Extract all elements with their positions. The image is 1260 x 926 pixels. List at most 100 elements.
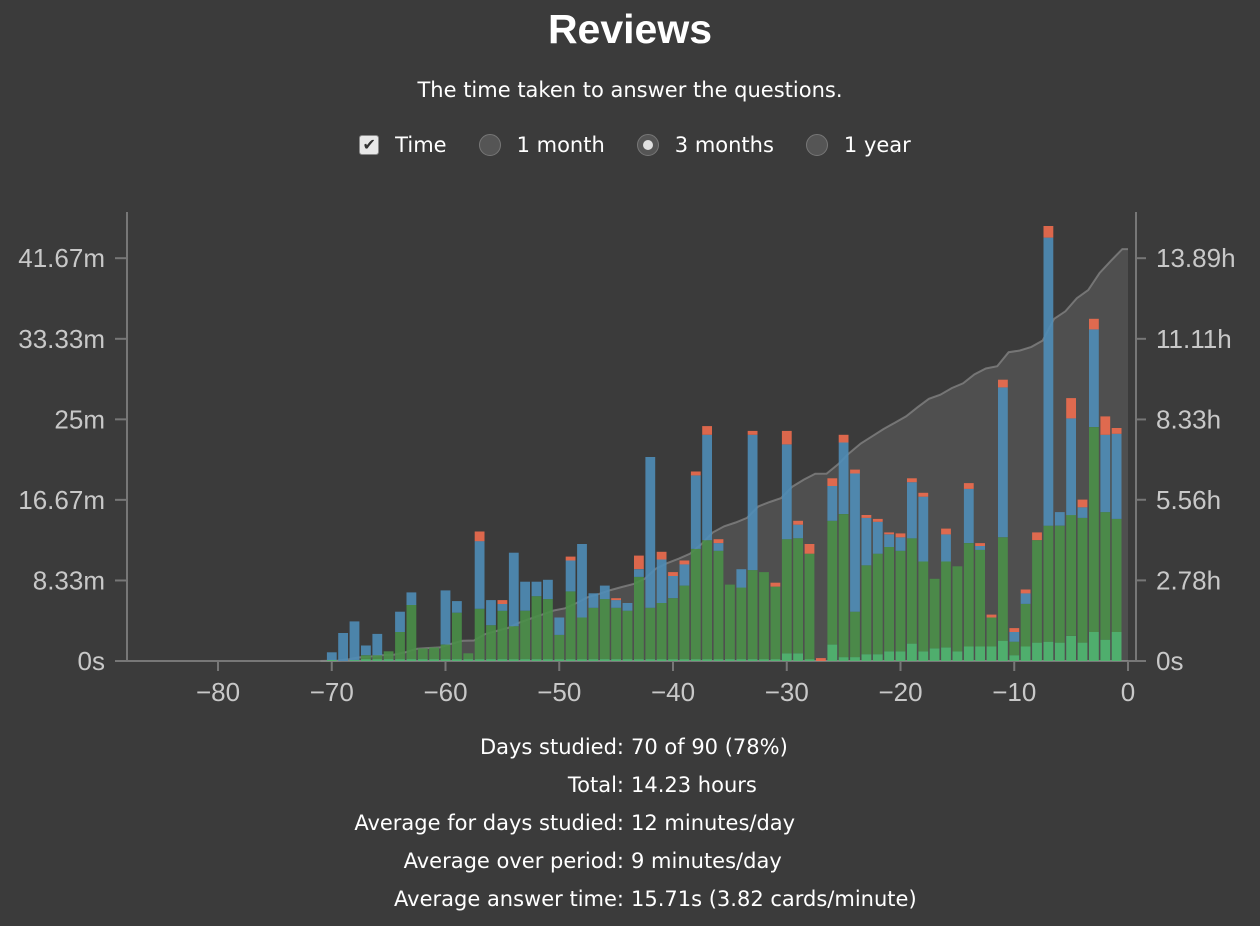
stat-label: Average over period: [403, 849, 624, 873]
time-toggle[interactable]: ✔ Time [359, 133, 447, 157]
y-right-tick-label: 8.33h [1156, 404, 1221, 434]
bar-mature [599, 599, 610, 659]
time-checkbox[interactable]: ✔ [359, 135, 380, 155]
bar-relearn [611, 598, 621, 601]
bar-young [486, 600, 496, 626]
bar-young [838, 442, 849, 514]
bar-young [1054, 512, 1065, 526]
bar-mature [611, 607, 621, 659]
bar-mature [474, 608, 485, 660]
bar-relearn [1077, 499, 1088, 508]
bar-learn [781, 653, 792, 661]
bar-mature [440, 644, 451, 660]
bar-mature [679, 585, 690, 660]
bar-young [588, 593, 599, 608]
range-1-year[interactable]: 1 year [805, 133, 911, 157]
bar-mature [1054, 525, 1065, 643]
bar-mature [1066, 515, 1076, 636]
bar-young [622, 603, 633, 611]
x-tick-label: −40 [651, 677, 695, 707]
bar-relearn [941, 528, 951, 535]
bar-relearn [1089, 318, 1099, 330]
bar-young [668, 575, 678, 599]
bar-learn [690, 659, 701, 661]
radio-1-year[interactable] [805, 134, 828, 156]
radio-3-months[interactable] [636, 134, 659, 156]
bar-learn [622, 659, 633, 661]
bar-relearn [690, 471, 701, 476]
bar-young [975, 546, 985, 550]
bar-young [554, 617, 565, 635]
bar-mature [736, 587, 747, 659]
stat-row: Total: 14.23 hours [0, 766, 1260, 804]
bar-relearn [850, 469, 860, 474]
bar-mature [497, 610, 508, 659]
bar-relearn [1009, 628, 1020, 632]
stat-label: Average answer time: [394, 887, 624, 911]
bar-learn [838, 657, 849, 661]
range-1-month[interactable]: 1 month [478, 133, 605, 157]
bar-learn [520, 659, 530, 661]
bar-relearn [838, 434, 849, 443]
bar-mature [463, 653, 474, 660]
bar-learn [986, 646, 997, 661]
bar-mature [929, 578, 940, 649]
bar-mature [690, 548, 701, 660]
bar-relearn [747, 430, 758, 435]
bar-relearn [497, 600, 508, 604]
bar-learn [975, 646, 985, 661]
bar-learn [702, 659, 712, 661]
bar-young [907, 482, 917, 539]
bar-young [861, 517, 872, 566]
bar-learn [679, 659, 690, 661]
y-right-tick-label: 11.11h [1156, 324, 1232, 354]
bar-learn [474, 659, 485, 661]
bar-mature [508, 626, 519, 660]
bar-mature [827, 520, 838, 645]
bar-relearn [1032, 532, 1042, 541]
bar-young [372, 633, 383, 656]
bar-learn [395, 659, 405, 661]
bar-mature [907, 538, 917, 644]
x-tick-label: −10 [992, 677, 1036, 707]
bar-learn [872, 654, 883, 661]
stat-row: Average over period: 9 minutes/day [0, 842, 1260, 880]
bar-learn [725, 659, 735, 661]
bar-young [679, 564, 690, 586]
x-tick-label: −20 [878, 677, 922, 707]
bar-learn [827, 644, 838, 661]
bar-relearn [565, 556, 576, 561]
radio-1-month[interactable] [478, 134, 501, 156]
bar-learn [747, 659, 758, 661]
bar-young [577, 544, 587, 618]
y-right-tick-label: 13.89h [1156, 243, 1236, 273]
bar-young [520, 581, 530, 611]
bar-mature [872, 553, 883, 655]
bar-learn [907, 643, 917, 661]
bar-learn [565, 659, 576, 661]
bar-learn [634, 659, 644, 661]
bar-mature [1032, 540, 1042, 643]
bar-young [747, 434, 758, 571]
bar-learn [406, 659, 417, 661]
chart-title: Reviews [547, 6, 713, 52]
stats-table: Days studied: 70 of 90 (78%) Total: 14.2… [0, 728, 1260, 918]
bar-mature [406, 604, 417, 659]
bar-mature [452, 612, 462, 660]
bar-mature [781, 539, 792, 654]
bar-learn [497, 659, 508, 661]
bar-mature [1100, 512, 1111, 640]
bar-learn [1077, 642, 1088, 661]
bar-mature [395, 632, 405, 660]
bar-young [713, 543, 724, 551]
bar-mature [884, 546, 894, 652]
bar-relearn [895, 533, 906, 538]
bar-learn [349, 660, 360, 661]
range-3-months[interactable]: 3 months [636, 133, 774, 157]
bar-young [634, 569, 644, 577]
bar-young [702, 434, 712, 541]
bar-learn [440, 659, 451, 661]
bar-mature [793, 538, 803, 654]
bar-young [656, 559, 667, 603]
axis-labels: 0s 8.33m 16.67m 25m 33.33m 41.67m 0s 2.78h 5.56h… [18, 243, 1235, 707]
